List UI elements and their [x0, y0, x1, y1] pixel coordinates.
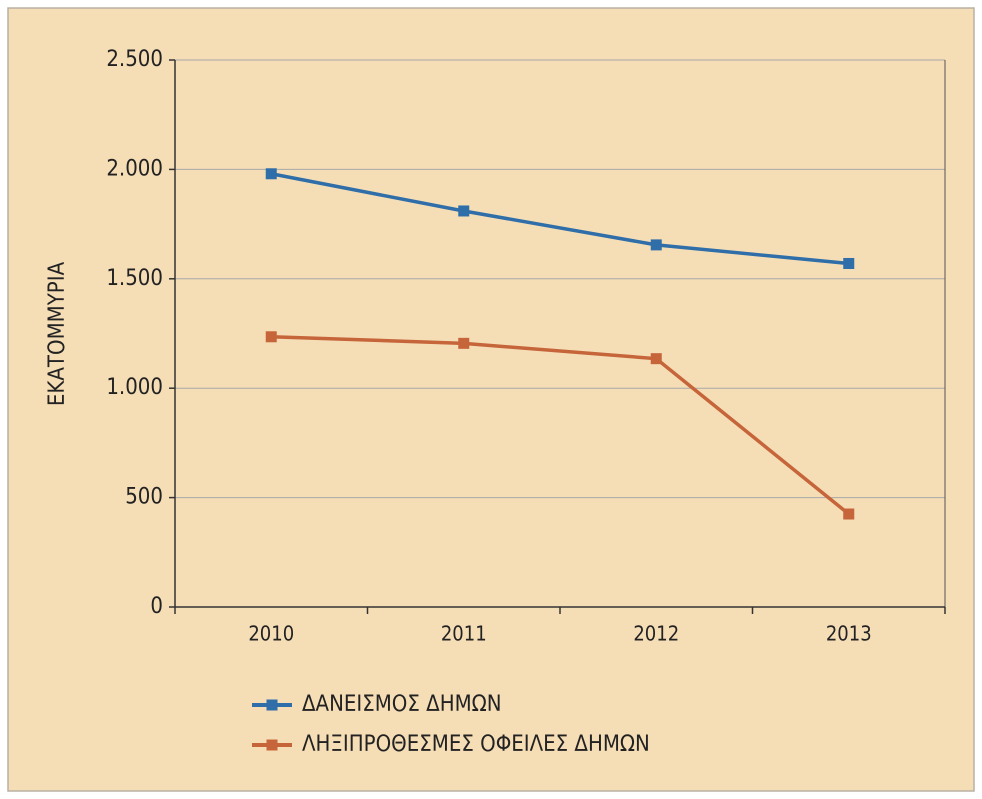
point: [650, 239, 662, 251]
background: [7, 7, 975, 792]
series-line: [271, 335, 850, 516]
point: [843, 508, 855, 520]
point: [458, 205, 470, 217]
x-tick-label: 2012: [633, 622, 679, 646]
series-line: [270, 172, 849, 266]
y-tick-label: 0: [150, 594, 163, 619]
y-tick-label: 2.000: [106, 156, 163, 181]
point: [265, 331, 277, 343]
y-axis-label: ΕΚΑΤΟΜΜΥΡΙΑ: [45, 261, 70, 406]
point: [843, 257, 855, 269]
y-tick-label: 2.500: [106, 47, 163, 72]
point: [650, 353, 662, 365]
legend-label: ΛΗΞΙΠΡΟΘΕΣΜΕΣ ΟΦΕΙΛΕΣ ΔΗΜΩΝ: [302, 732, 650, 757]
y-tick-label: 1.500: [106, 266, 163, 291]
point: [458, 337, 470, 349]
legend-marker: [266, 699, 278, 711]
legend-marker: [266, 739, 278, 751]
x-tick-label: 2013: [826, 622, 872, 646]
y-tick-label: 1.000: [106, 375, 163, 400]
point: [265, 168, 277, 180]
legend-label: ΔΑΝΕΙΣΜΟΣ ΔΗΜΩΝ: [302, 692, 502, 717]
x-tick-label: 2011: [441, 622, 487, 646]
y-tick-label: 500: [125, 485, 163, 510]
x-tick-label: 2010: [248, 622, 294, 646]
